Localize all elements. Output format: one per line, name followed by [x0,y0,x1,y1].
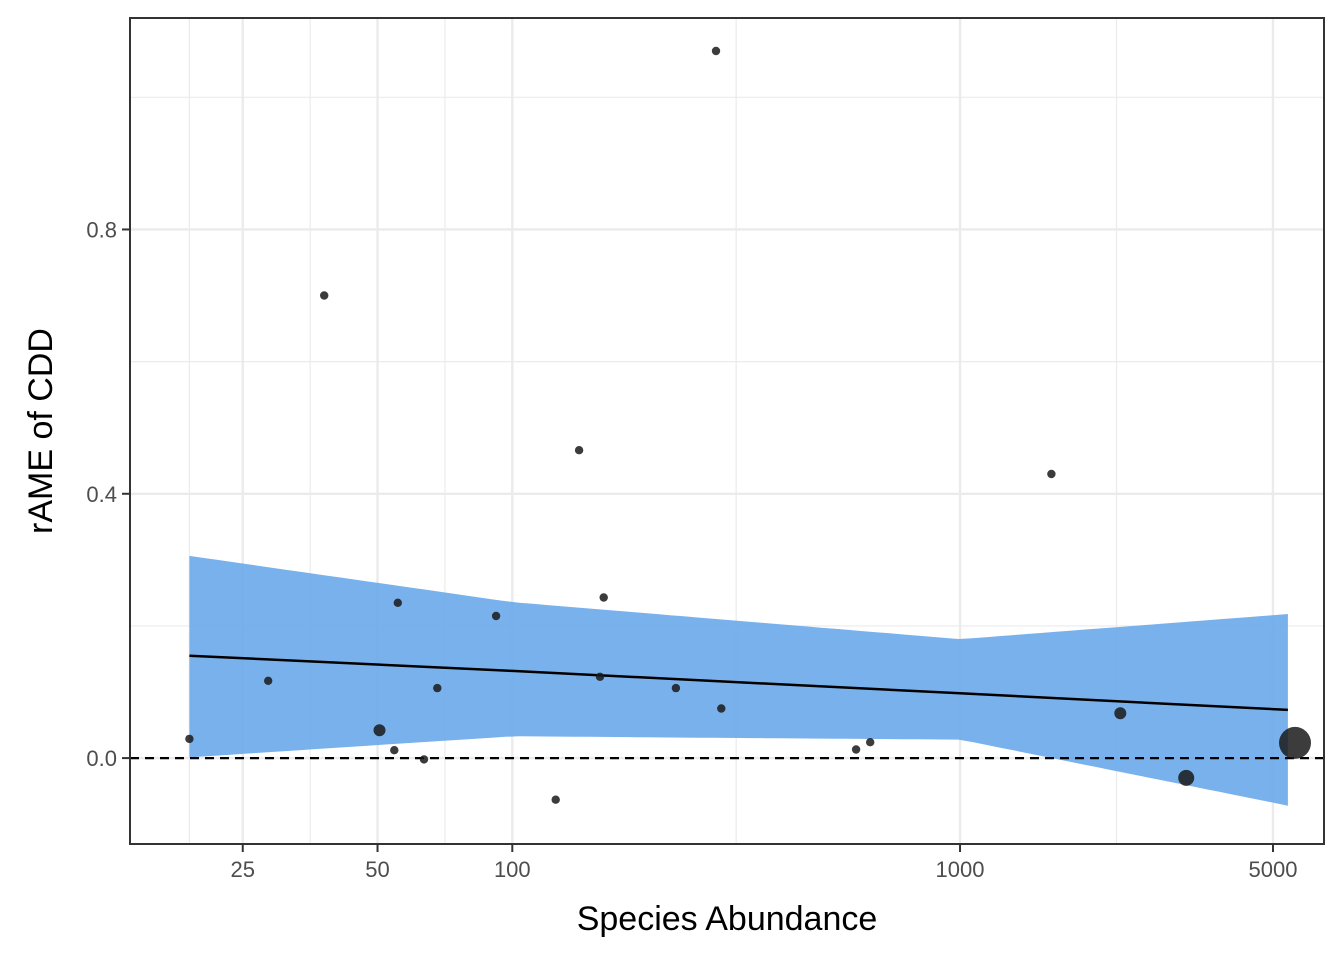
y-tick-label: 0.4 [86,482,117,507]
panel-border [129,17,1325,845]
confidence-ribbon [189,555,1288,806]
y-tick-label: 0.8 [86,217,117,242]
x-tick-label: 25 [231,857,255,882]
x-tick-label: 5000 [1249,857,1298,882]
data-point [320,291,329,300]
data-point [373,724,386,737]
trend-line [189,654,1288,712]
x-tick-label: 1000 [936,857,985,882]
data-point [717,704,726,713]
data-point [595,672,605,681]
data-point [1114,707,1127,720]
data-point [393,598,402,607]
data-point [433,683,442,693]
data-point [390,746,399,755]
data-point [866,738,875,747]
data-point [671,683,681,693]
data-point [491,611,501,621]
data-point [264,676,273,685]
data-point [711,46,721,56]
data-point [851,745,861,754]
x-tick-label: 50 [365,857,389,882]
data-point [185,734,194,744]
y-axis-ticks: 0.0 0.4 0.8 [86,217,130,771]
data-point [1178,769,1195,786]
y-tick-label: 0.0 [86,746,117,771]
data-point [599,593,608,602]
data-point [551,795,560,804]
data-points [185,46,1311,804]
data-point [1279,726,1311,759]
data-point [419,755,429,764]
x-axis-title: Species Abundance [577,900,878,938]
y-axis-title: rAME of CDD [22,328,60,534]
x-tick-label: 100 [494,857,531,882]
data-point [1047,469,1056,479]
data-point [574,446,584,455]
x-axis-ticks: 25 50 100 1000 5000 [231,844,1298,882]
